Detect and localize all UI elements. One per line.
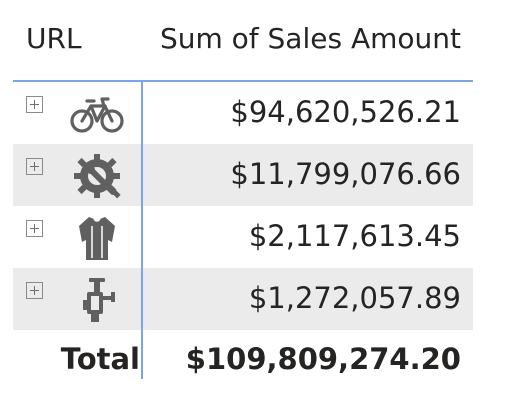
total-label: Total xyxy=(60,342,140,376)
bike-icon xyxy=(70,97,124,133)
expand-plus-icon[interactable] xyxy=(26,220,43,237)
matrix-visual: URL Sum of Sales Amount $94,620,526.21 xyxy=(13,0,473,388)
expand-plus-icon[interactable] xyxy=(26,158,43,175)
column-divider xyxy=(141,81,143,379)
expand-plus-icon[interactable] xyxy=(26,282,43,299)
sales-value: $2,117,613.45 xyxy=(248,219,461,253)
total-row: Total $109,809,274.20 xyxy=(13,330,473,388)
expand-plus-icon[interactable] xyxy=(26,96,43,113)
total-value: $109,809,274.20 xyxy=(185,342,461,376)
column-header-sales[interactable]: Sum of Sales Amount xyxy=(159,22,461,55)
table-row: $94,620,526.21 xyxy=(13,82,473,144)
matrix-header: URL Sum of Sales Amount xyxy=(13,0,473,82)
sales-value: $11,799,076.66 xyxy=(230,157,461,191)
sales-value: $1,272,057.89 xyxy=(248,281,461,315)
jersey-icon xyxy=(79,217,115,260)
sales-value: $94,620,526.21 xyxy=(230,95,461,129)
table-row: $11,799,076.66 xyxy=(13,144,473,206)
column-header-url[interactable]: URL xyxy=(26,22,82,55)
gear-crank-icon xyxy=(74,154,121,199)
bike-stand-icon xyxy=(83,278,115,322)
table-row: $1,272,057.89 xyxy=(13,268,473,330)
table-row: $2,117,613.45 xyxy=(13,206,473,268)
